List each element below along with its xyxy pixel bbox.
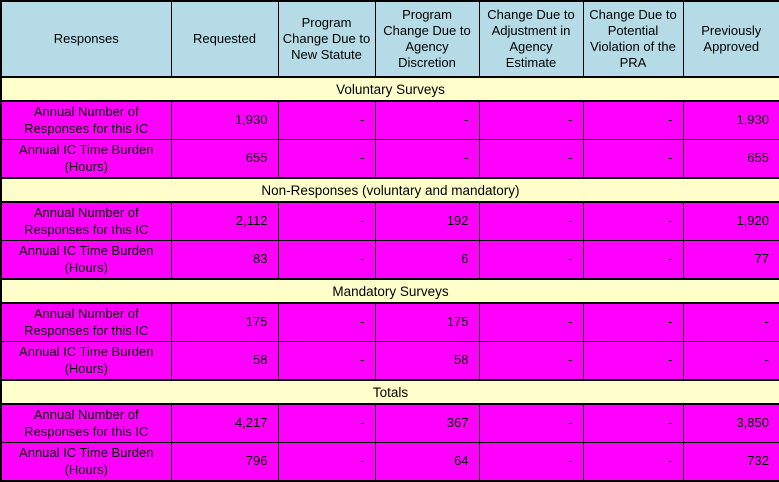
section-row-totals: Totals [0,379,779,405]
section-title: Totals [0,379,779,405]
value-cell: - [682,341,779,381]
row-label-cell: Annual Number of Responses for this IC [0,100,172,140]
value-cell: - [478,302,584,342]
table-row: Annual Number of Responses for this IC 2… [0,201,779,241]
table-header-row: Responses Requested Program Change Due t… [0,0,779,78]
row-label-cell: Annual Number of Responses for this IC [0,201,172,241]
value-cell: 1,930 [682,100,779,140]
value-cell: 732 [682,442,779,482]
column-header-adjustment-estimate: Change Due to Adjustment in Agency Estim… [478,0,584,78]
value-cell: 77 [682,240,779,280]
value-cell: - [478,403,584,443]
value-cell: - [277,240,376,280]
value-cell: - [277,100,376,140]
value-cell: - [582,201,684,241]
value-cell: - [478,240,584,280]
section-title: Non-Responses (voluntary and mandatory) [0,177,779,203]
value-cell: - [582,341,684,381]
value-cell: - [277,442,376,482]
table-row: Annual IC Time Burden (Hours) 655 - - - … [0,139,779,179]
value-cell: - [277,302,376,342]
row-label-cell: Annual Number of Responses for this IC [0,302,172,342]
column-header-requested: Requested [170,0,279,78]
table-row: Annual Number of Responses for this IC 1… [0,100,779,140]
value-cell: 1,930 [170,100,279,140]
section-row-non-responses: Non-Responses (voluntary and mandatory) [0,177,779,203]
value-cell: 4,217 [170,403,279,443]
value-cell: - [478,442,584,482]
value-cell: - [582,442,684,482]
table-row: Annual IC Time Burden (Hours) 83 - 6 - -… [0,240,779,280]
value-cell: 655 [170,139,279,179]
column-header-new-statute: Program Change Due to New Statute [277,0,376,78]
row-label-cell: Annual IC Time Burden (Hours) [0,240,172,280]
value-cell: 367 [374,403,480,443]
column-header-pra-violation: Change Due to Potential Violation of the… [582,0,684,78]
value-cell: 6 [374,240,480,280]
table-row: Annual Number of Responses for this IC 1… [0,302,779,342]
value-cell: 175 [374,302,480,342]
value-cell: 58 [374,341,480,381]
value-cell: - [478,139,584,179]
value-cell: - [277,201,376,241]
section-row-voluntary-surveys: Voluntary Surveys [0,76,779,102]
table-row: Annual IC Time Burden (Hours) 796 - 64 -… [0,442,779,482]
row-label-cell: Annual IC Time Burden (Hours) [0,341,172,381]
value-cell: 3,850 [682,403,779,443]
value-cell: - [582,302,684,342]
value-cell: - [277,139,376,179]
value-cell: 796 [170,442,279,482]
value-cell: 175 [170,302,279,342]
value-cell: 64 [374,442,480,482]
row-label-cell: Annual Number of Responses for this IC [0,403,172,443]
value-cell: 655 [682,139,779,179]
value-cell: - [374,139,480,179]
row-label-cell: Annual IC Time Burden (Hours) [0,139,172,179]
column-header-responses: Responses [0,0,172,78]
value-cell: - [478,201,584,241]
value-cell: - [374,100,480,140]
row-label-cell: Annual IC Time Burden (Hours) [0,442,172,482]
value-cell: - [582,403,684,443]
section-title: Mandatory Surveys [0,278,779,304]
value-cell: - [582,240,684,280]
value-cell: - [582,100,684,140]
table-row: Annual IC Time Burden (Hours) 58 - 58 - … [0,341,779,381]
value-cell: - [478,100,584,140]
column-header-previously-approved: Previously Approved [682,0,779,78]
value-cell: 58 [170,341,279,381]
value-cell: 192 [374,201,480,241]
value-cell: 83 [170,240,279,280]
value-cell: - [277,403,376,443]
table-row: Annual Number of Responses for this IC 4… [0,403,779,443]
value-cell: - [277,341,376,381]
value-cell: - [682,302,779,342]
column-header-agency-discretion: Program Change Due to Agency Discretion [374,0,480,78]
value-cell: 1,920 [682,201,779,241]
value-cell: 2,112 [170,201,279,241]
value-cell: - [478,341,584,381]
section-title: Voluntary Surveys [0,76,779,102]
value-cell: - [582,139,684,179]
section-row-mandatory-surveys: Mandatory Surveys [0,278,779,304]
